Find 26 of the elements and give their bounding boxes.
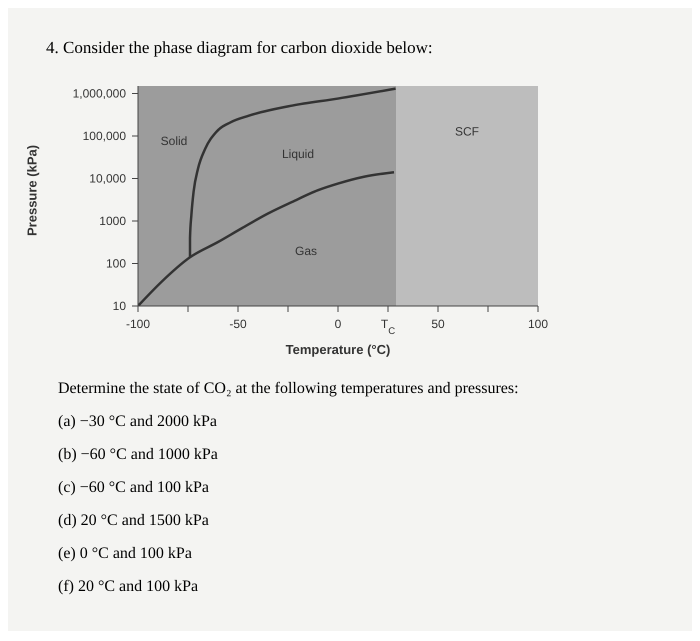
text: (e) 0 °C and 100 kPa	[58, 545, 193, 563]
y-tick-label: 100,000	[82, 128, 126, 143]
y-tick-label: 1000	[99, 214, 126, 228]
annotation: Gas	[294, 244, 318, 258]
y-tick-label: 1,000,000	[72, 86, 126, 100]
x-tick-label: -100	[126, 317, 150, 331]
y-tick-label: 10	[112, 299, 126, 313]
x-tick-label: 100	[528, 317, 548, 331]
text: (f) 20 °C and 100 kPa	[58, 578, 200, 596]
text: Determine the state of CO₂ at the following temperatures and pressures:	[58, 380, 520, 398]
annotation: Solid	[160, 134, 188, 148]
y-axis-title: Pressure (kPa)	[24, 144, 40, 236]
x-tick-label: T$_{C}$	[380, 317, 396, 336]
y-tick-label: 100	[106, 256, 126, 270]
annotation: Liquid	[282, 147, 314, 162]
text: (d) 20 °C and 1500 kPa	[58, 512, 210, 530]
text: (c) −60 °C and 100 kPa	[58, 479, 210, 497]
y-tick-label: 10,000	[89, 171, 126, 186]
x-tick-label: 50	[431, 317, 445, 331]
x-tick-label: -50	[229, 317, 247, 331]
text: (b) −60 °C and 1000 kPa	[58, 446, 219, 464]
x-axis-title: Temperature (°C)	[286, 342, 390, 357]
text: (a) −30 °C and 2000 kPa	[58, 413, 218, 431]
band-label: SCF	[455, 124, 479, 138]
chart-title: 4. Consider the phase diagram for carbon dioxide below:	[45, 37, 434, 59]
x-tick-label: 0	[334, 317, 342, 331]
